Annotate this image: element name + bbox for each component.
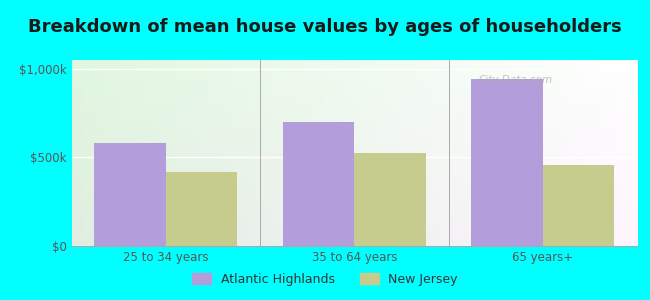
Bar bbox=[354, 153, 426, 246]
Bar bbox=[543, 165, 614, 246]
Bar bbox=[471, 80, 543, 246]
Text: City-Data.com: City-Data.com bbox=[478, 75, 552, 85]
Bar bbox=[166, 172, 237, 246]
Text: Breakdown of mean house values by ages of householders: Breakdown of mean house values by ages o… bbox=[28, 18, 622, 36]
Bar bbox=[94, 143, 166, 246]
Legend: Atlantic Highlands, New Jersey: Atlantic Highlands, New Jersey bbox=[187, 268, 463, 291]
Bar bbox=[283, 122, 354, 246]
